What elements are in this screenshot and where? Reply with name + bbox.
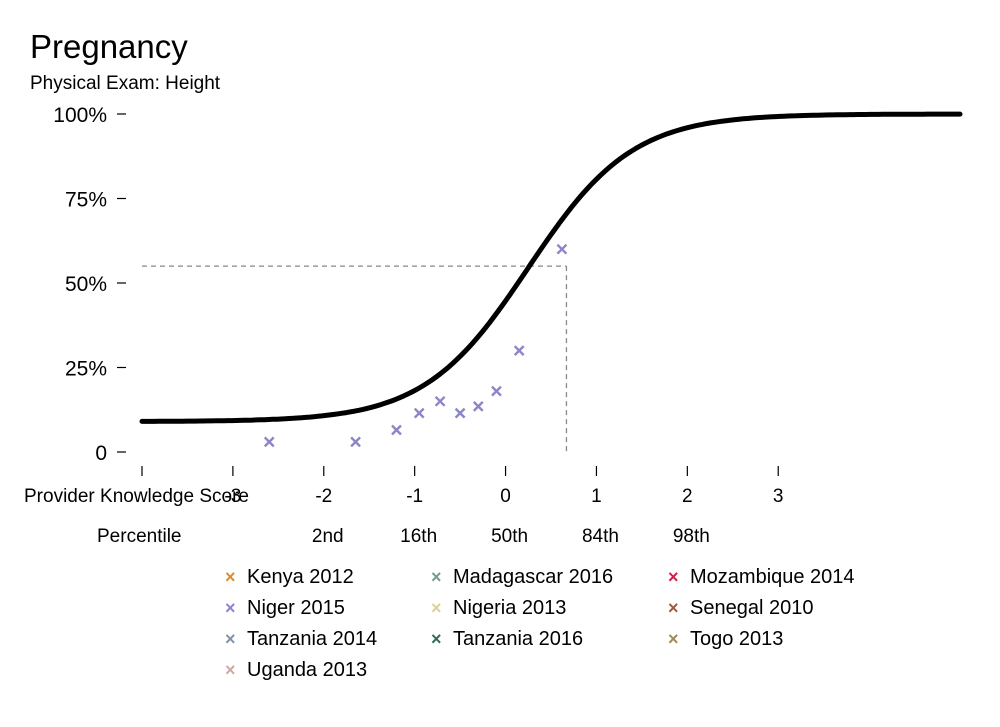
data-point bbox=[263, 436, 275, 448]
x-tick-label: -2 bbox=[315, 486, 332, 507]
data-point bbox=[391, 424, 402, 436]
legend-label: Madagascar 2016 bbox=[453, 566, 614, 588]
legend-marker-icon: × bbox=[225, 567, 236, 587]
x-tick-label: 2 bbox=[682, 486, 693, 507]
legend-label: Mozambique 2014 bbox=[690, 566, 855, 588]
percentile-label: Percentile bbox=[97, 526, 182, 547]
legend-item: × Uganda 2013 bbox=[225, 659, 367, 682]
legend-item: × Tanzania 2016 bbox=[431, 628, 583, 651]
data-point-stroke bbox=[434, 395, 446, 407]
legend-item: × Nigeria 2013 bbox=[431, 597, 566, 620]
legend-marker-icon: × bbox=[668, 598, 679, 618]
x-tick-label: 0 bbox=[500, 486, 511, 507]
legend-marker-icon: × bbox=[225, 629, 236, 649]
fitted-curve bbox=[139, 111, 963, 424]
legend-item: × Madagascar 2016 bbox=[431, 566, 613, 589]
percentile-tick-label: 84th bbox=[582, 526, 619, 547]
data-point-stroke bbox=[513, 345, 525, 356]
legend-label: Senegal 2010 bbox=[690, 597, 814, 619]
x-tick-label: 1 bbox=[591, 486, 602, 507]
data-point bbox=[472, 401, 484, 412]
data-point bbox=[350, 436, 361, 448]
data-point bbox=[434, 395, 446, 407]
percentile-tick-label: 2nd bbox=[312, 526, 344, 547]
legend-marker-icon: × bbox=[225, 598, 236, 618]
data-point bbox=[413, 407, 425, 419]
percentile-tick-label: 50th bbox=[491, 526, 528, 547]
data-point-stroke bbox=[454, 407, 466, 419]
data-point-stroke bbox=[413, 407, 425, 419]
y-tick-label: 0 bbox=[95, 442, 107, 465]
chart-title: Pregnancy bbox=[30, 28, 188, 65]
legend-item: × Togo 2013 bbox=[668, 628, 783, 651]
x-tick-label: -1 bbox=[406, 486, 423, 507]
percentile-tick-label: 98th bbox=[673, 526, 710, 547]
legend-item: × Senegal 2010 bbox=[668, 597, 813, 620]
x-tick-label: -3 bbox=[224, 486, 241, 507]
legend-label: Nigeria 2013 bbox=[453, 597, 567, 619]
legend-label: Uganda 2013 bbox=[247, 659, 368, 681]
data-point-stroke bbox=[556, 243, 568, 255]
data-point-stroke bbox=[263, 436, 275, 448]
y-tick-label: 50% bbox=[65, 273, 107, 296]
data-point-stroke bbox=[350, 436, 361, 448]
legend-marker-icon: × bbox=[431, 598, 442, 618]
legend-marker-icon: × bbox=[431, 629, 442, 649]
chart-subtitle: Physical Exam: Height bbox=[30, 73, 221, 94]
legend-label: Tanzania 2016 bbox=[453, 628, 584, 650]
legend-label: Kenya 2012 bbox=[247, 566, 354, 588]
data-point bbox=[556, 243, 568, 255]
legend-label: Niger 2015 bbox=[247, 597, 345, 619]
legend-label: Tanzania 2014 bbox=[247, 628, 378, 650]
y-tick-label: 75% bbox=[65, 189, 107, 212]
legend-item: × Niger 2015 bbox=[225, 597, 345, 620]
legend-label: Togo 2013 bbox=[690, 628, 784, 650]
legend-item: × Mozambique 2014 bbox=[668, 566, 855, 589]
x-tick-label: 3 bbox=[773, 486, 784, 507]
y-tick-label: 25% bbox=[65, 358, 107, 381]
data-point bbox=[454, 407, 466, 419]
x-axis-label: Provider Knowledge Score bbox=[24, 486, 249, 507]
data-point bbox=[491, 385, 502, 397]
percentile-tick-label: 16th bbox=[400, 526, 437, 547]
y-tick-label: 100% bbox=[53, 104, 107, 127]
legend-marker-icon: × bbox=[668, 567, 679, 587]
data-point bbox=[513, 345, 525, 356]
data-point-stroke bbox=[472, 401, 484, 412]
data-point-stroke bbox=[391, 424, 402, 436]
legend-marker-icon: × bbox=[668, 629, 679, 649]
legend-item: × Kenya 2012 bbox=[225, 566, 354, 589]
data-point-stroke bbox=[491, 385, 502, 397]
legend-item: × Tanzania 2014 bbox=[225, 628, 377, 651]
legend-marker-icon: × bbox=[431, 567, 442, 587]
legend-marker-icon: × bbox=[225, 660, 236, 680]
